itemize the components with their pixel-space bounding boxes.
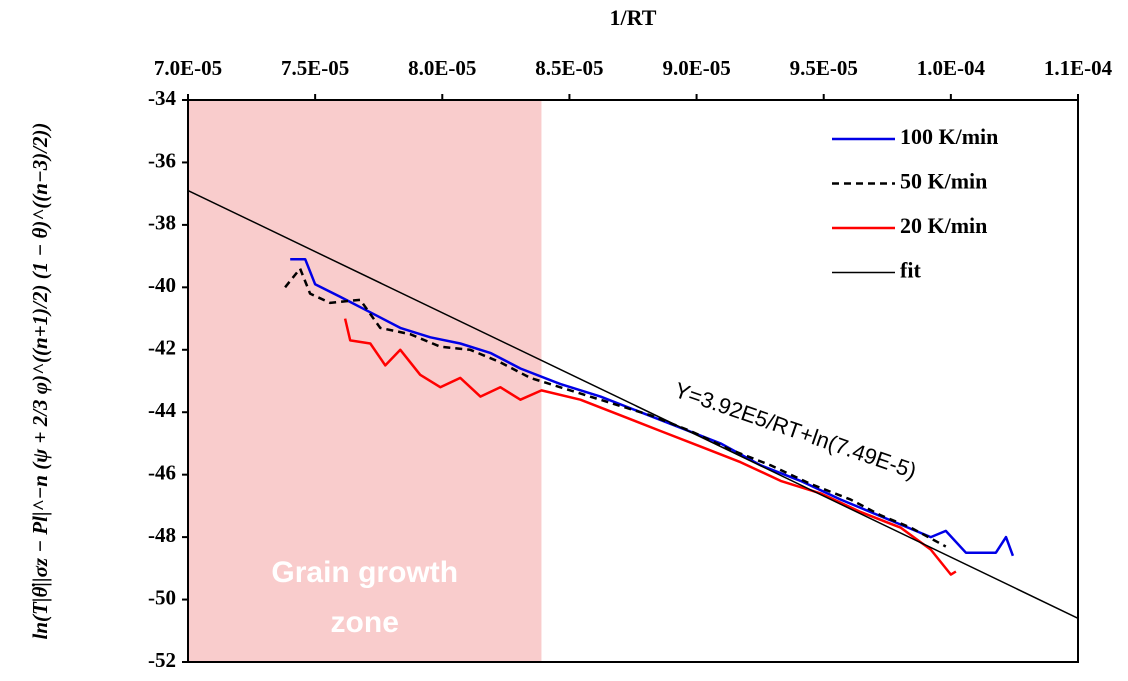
zone-label: zone: [331, 606, 399, 639]
x-tick-label: 9.0E-05: [662, 56, 730, 80]
y-tick-label: -50: [148, 585, 176, 609]
legend-label: 20 K/min: [900, 213, 987, 238]
y-tick-label: -36: [148, 148, 176, 172]
y-tick-label: -48: [148, 523, 176, 547]
y-tick-label: -46: [148, 460, 176, 484]
series-line: [343, 318, 957, 576]
grain-growth-zone: [188, 100, 542, 662]
x-tick-label: 8.5E-05: [535, 56, 603, 80]
plot-frame: [187, 99, 1079, 663]
y-tick-label: -52: [148, 648, 176, 672]
y-tick-label: -40: [148, 273, 176, 297]
y-tick-label: -42: [148, 336, 176, 360]
x-tick-label: 7.0E-05: [154, 56, 222, 80]
x-tick-label: 9.5E-05: [790, 56, 858, 80]
x-tick-label: 1.0E-04: [917, 56, 986, 80]
y-tick-label: -34: [148, 86, 176, 110]
legend-label: 50 K/min: [900, 169, 987, 194]
series-line: [284, 267, 947, 548]
legend-label: fit: [900, 258, 921, 283]
y-tick-label: -38: [148, 211, 176, 235]
series-line: [188, 189, 1078, 619]
x-tick-label: 8.0E-05: [408, 56, 476, 80]
x-axis-title: 1/RT: [610, 5, 657, 30]
fit-equation: Y=3.92E5/RT+ln(7.49E-5): [671, 377, 919, 483]
zone-label: Grain growth: [271, 556, 458, 589]
x-tick-label: 1.1E-04: [1044, 56, 1113, 80]
legend-label: 100 K/min: [900, 124, 998, 149]
y-tick-label: -44: [148, 398, 176, 422]
y-axis-title: ln(T|θ̇||σz − Pl|^−n (ψ + 2/3 φ)^((n+1)/…: [28, 122, 52, 639]
x-tick-label: 7.5E-05: [281, 56, 349, 80]
